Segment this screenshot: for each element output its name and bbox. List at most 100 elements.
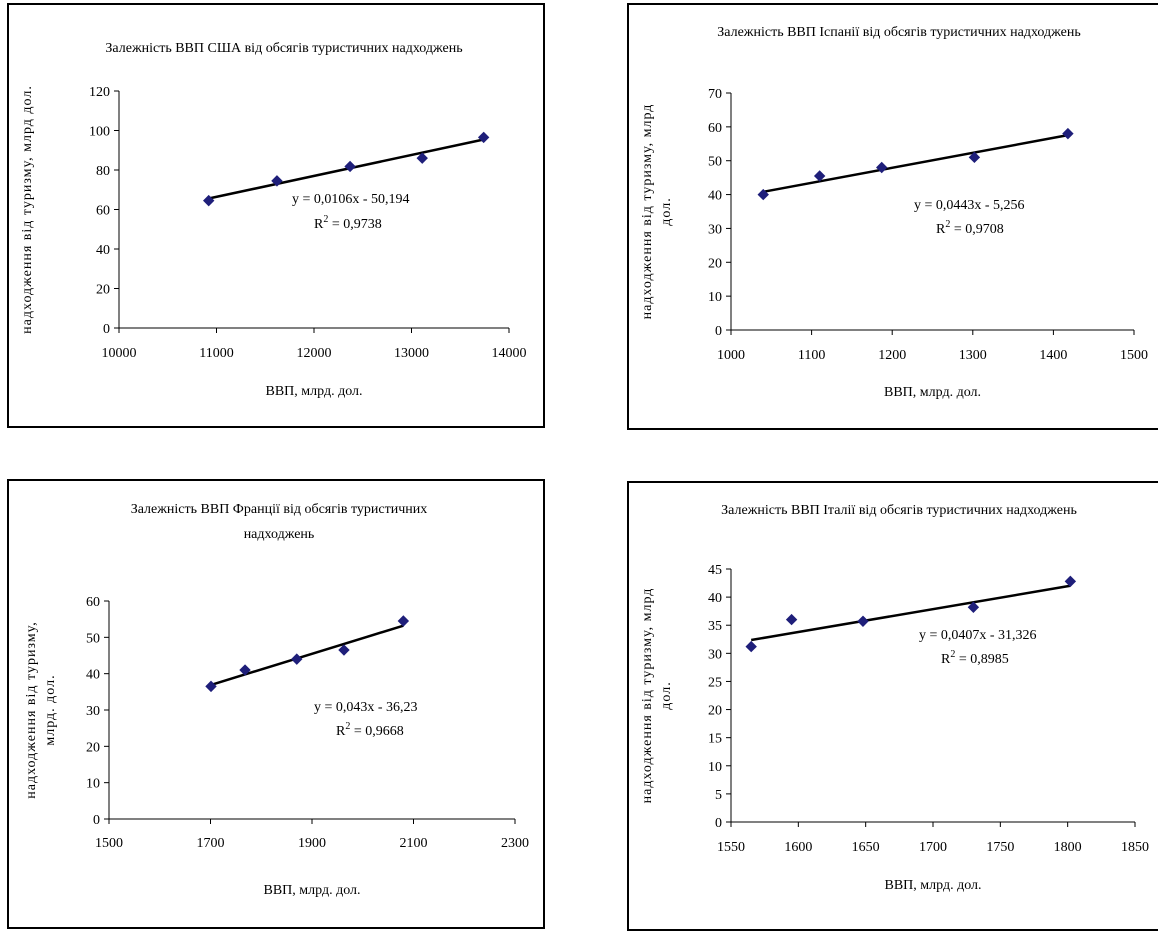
data-point (967, 601, 980, 613)
y-tick-label: 80 (96, 164, 110, 179)
chart-title: надходжень (244, 527, 315, 542)
data-point (745, 640, 757, 653)
x-tick-label: 1300 (959, 348, 987, 363)
trendline-equation: y = 0,0106x - 50,194 (292, 192, 410, 207)
chart-title: Залежність ВВП Франції від обсягів турис… (131, 502, 428, 517)
chart-panel-italy: Залежність ВВП Італії від обсягів турист… (627, 481, 1158, 931)
trendline (750, 584, 1071, 642)
y-tick-label: 20 (96, 283, 110, 298)
chart-panel-spain: Залежність ВВП Іспанії від обсягів турис… (627, 3, 1158, 430)
r-squared: R2 = 0,9668 (336, 721, 404, 739)
data-point (876, 161, 888, 174)
x-tick-label: 1850 (1121, 840, 1149, 855)
y-tick-label: 0 (103, 322, 110, 337)
x-axis-label: ВВП, млрд. дол. (885, 878, 982, 893)
data-point (968, 151, 981, 164)
data-point (202, 194, 215, 207)
chart-title: Залежність ВВП Іспанії від обсягів турис… (717, 25, 1080, 40)
y-tick-label: 20 (708, 256, 722, 271)
y-tick-label: 40 (86, 668, 100, 683)
y-tick-label: 10 (708, 760, 722, 775)
trendline-equation: y = 0,043x - 36,23 (314, 700, 418, 715)
r-squared: R2 = 0,8985 (941, 649, 1009, 667)
r-squared-symbol: R (936, 222, 946, 237)
x-tick-label: 14000 (492, 346, 527, 361)
x-tick-label: 10000 (102, 346, 137, 361)
r-squared-symbol: R (941, 652, 951, 667)
r-squared: R2 = 0,9738 (314, 214, 382, 232)
x-tick-label: 11000 (199, 346, 233, 361)
y-axis-label-line: надходження від туризму, млрд (640, 588, 655, 804)
y-tick-label: 40 (708, 591, 722, 606)
data-point (477, 131, 490, 144)
x-tick-label: 2300 (501, 836, 529, 851)
x-axis-label: ВВП, млрд. дол. (884, 385, 981, 400)
x-tick-label: 1800 (1054, 840, 1082, 855)
y-tick-label: 15 (708, 732, 722, 747)
x-tick-label: 1500 (1120, 348, 1148, 363)
y-tick-label: 40 (708, 189, 722, 204)
y-tick-label: 50 (86, 631, 100, 646)
y-tick-label: 100 (89, 125, 110, 140)
x-tick-label: 1400 (1039, 348, 1067, 363)
data-point (416, 152, 428, 164)
y-tick-label: 70 (708, 87, 722, 102)
x-tick-label: 1700 (919, 840, 947, 855)
chart-title: Залежність ВВП Італії від обсягів турист… (721, 503, 1077, 518)
trendline (208, 138, 484, 200)
y-tick-label: 10 (708, 290, 722, 305)
y-tick-label: 60 (708, 121, 722, 136)
r-squared-symbol: R (336, 724, 346, 739)
r-squared-superscript: 2 (945, 219, 950, 230)
r-squared-value: = 0,8985 (955, 652, 1008, 667)
x-tick-label: 1200 (878, 348, 906, 363)
y-tick-label: 5 (715, 788, 722, 803)
y-tick-label: 25 (708, 675, 722, 690)
y-tick-label: 50 (708, 155, 722, 170)
y-tick-label: 30 (708, 222, 722, 237)
chart-france: Залежність ВВП Франції від обсягів турис… (24, 502, 529, 898)
chart-italy: Залежність ВВП Італії від обсягів турист… (640, 503, 1149, 893)
data-point (344, 160, 356, 173)
chart-title: Залежність ВВП США від обсягів туристичн… (105, 41, 462, 56)
y-tick-label: 60 (96, 204, 110, 219)
x-tick-label: 1650 (852, 840, 880, 855)
data-point (785, 613, 798, 626)
data-point (239, 664, 251, 676)
x-axis-label: ВВП, млрд. дол. (266, 384, 363, 399)
data-point (397, 615, 410, 627)
y-tick-label: 0 (715, 816, 722, 831)
y-tick-label: 35 (708, 619, 722, 634)
chart-panel-france: Залежність ВВП Франції від обсягів турис… (7, 479, 545, 929)
x-tick-label: 1750 (986, 840, 1014, 855)
x-tick-label: 1900 (298, 836, 326, 851)
r-squared: R2 = 0,9708 (936, 219, 1004, 237)
y-tick-label: 20 (86, 740, 100, 755)
y-tick-label: 0 (93, 813, 100, 828)
x-tick-label: 1600 (784, 840, 812, 855)
x-tick-label: 1000 (717, 348, 745, 363)
y-axis-label: надходження від туризму, млрд дол. (640, 104, 674, 320)
trendline-equation: y = 0,0443x - 5,256 (914, 198, 1025, 213)
r-squared-value: = 0,9668 (350, 724, 403, 739)
data-point (813, 170, 826, 182)
y-axis-label: надходження від туризму, млрд дол. (20, 85, 35, 334)
r-squared-value: = 0,9708 (950, 222, 1003, 237)
data-point (291, 653, 303, 665)
chart-spain: Залежність ВВП Іспанії від обсягів турис… (640, 25, 1148, 400)
r-squared-superscript: 2 (950, 649, 955, 660)
trendline-equation: y = 0,0407x - 31,326 (919, 628, 1037, 643)
x-tick-label: 1500 (95, 836, 123, 851)
y-axis-label-line: надходження від туризму, (24, 621, 39, 798)
y-axis-label: надходження від туризму, млрд. дол. (24, 621, 58, 798)
y-axis-label-line: дол. (659, 197, 674, 225)
x-tick-label: 1700 (197, 836, 225, 851)
y-tick-label: 45 (708, 563, 722, 578)
y-axis-label: надходження від туризму, млрд дол. (640, 588, 674, 804)
y-tick-label: 20 (708, 704, 722, 719)
x-tick-label: 2100 (400, 836, 428, 851)
data-point (1064, 575, 1077, 588)
y-tick-label: 30 (708, 647, 722, 662)
x-tick-label: 1550 (717, 840, 745, 855)
data-point (1062, 127, 1074, 140)
